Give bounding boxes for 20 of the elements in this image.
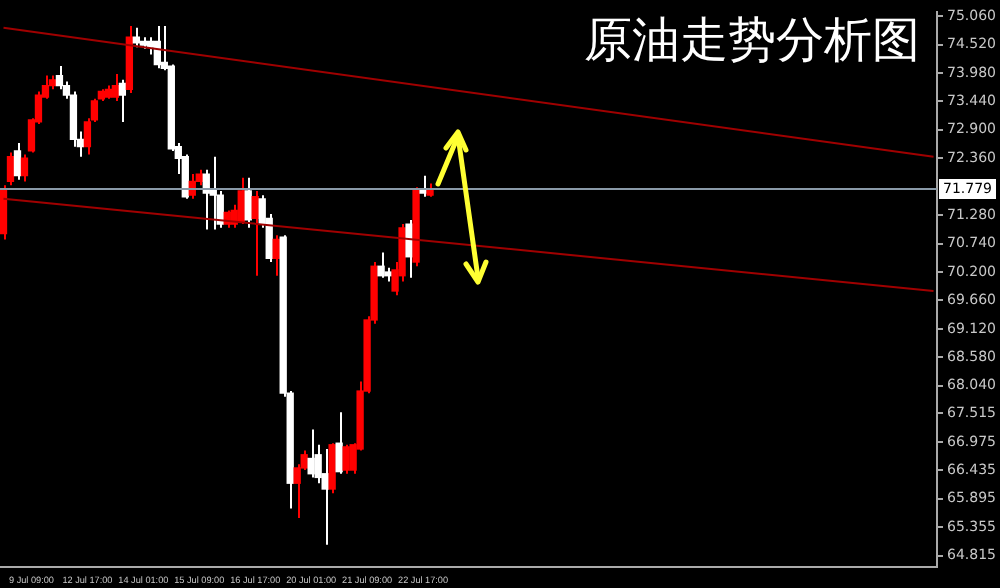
candlestick (55, 65, 64, 91)
candlestick (132, 26, 141, 49)
candlestick (111, 73, 120, 102)
candlestick (307, 428, 315, 479)
candlestick (321, 447, 329, 546)
candlestick (20, 153, 29, 183)
candlestick (405, 218, 413, 279)
candlestick (251, 189, 259, 277)
candlestick (377, 251, 385, 279)
candlestick (13, 142, 22, 181)
candlestick (342, 443, 350, 475)
candlestick (244, 176, 252, 229)
candlestick (0, 184, 8, 241)
candlestick (328, 442, 336, 495)
chart-title: 原油走势分析图 (584, 8, 920, 72)
candlestick (118, 78, 127, 123)
candlestick (237, 176, 245, 226)
candlestick (6, 151, 15, 187)
candlestick (335, 411, 343, 475)
candlestick (272, 234, 280, 277)
